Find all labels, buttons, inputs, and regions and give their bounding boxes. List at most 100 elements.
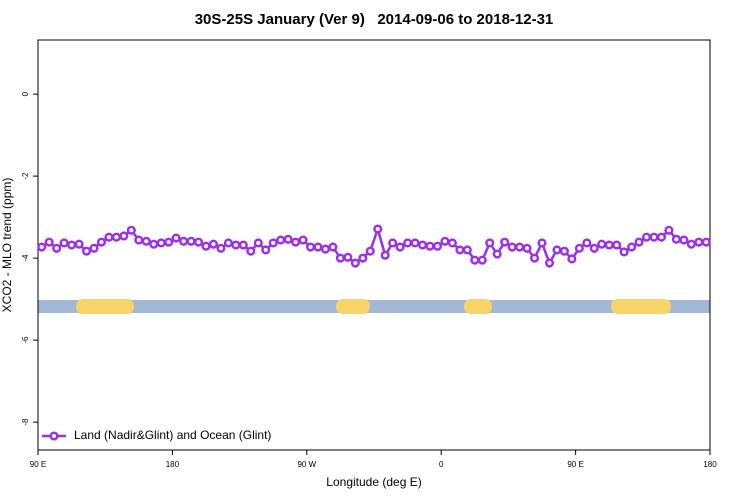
data-point [164,237,174,247]
data-point [208,239,219,249]
data-point [529,253,540,263]
data-point [37,242,47,252]
data-point [320,244,331,254]
legend-label: Land (Nadir&Glint) and Ocean (Glint) [74,428,271,442]
data-point [403,238,413,248]
data-point [365,246,375,256]
data-point [358,253,368,263]
legend: Land (Nadir&Glint) and Ocean (Glint) [42,428,271,442]
data-point [462,245,472,255]
data-point [664,225,674,235]
data-point [701,237,711,247]
data-point [507,242,517,252]
data-point [201,241,211,251]
data-point [649,232,659,242]
data-point [500,237,510,247]
land-segment [464,299,492,314]
data-point [305,242,316,252]
chart-title: 30S-25S January (Ver 9) 2014-09-06 to 20… [195,11,554,28]
x-axis-label: Longitude (deg E) [326,475,421,489]
data-point [231,240,241,250]
y-tick-label: -8 [21,418,30,426]
data-point [589,243,599,253]
data-point [223,238,233,248]
data-point [238,240,248,250]
data-point [619,247,629,257]
data-point [335,253,345,263]
data-point [627,242,637,252]
data-point [522,243,532,253]
data-point [559,246,569,256]
data-point [634,237,644,247]
data-point [515,242,525,252]
y-axis-label: XCO2 - MLO trend (ppm) [0,178,14,313]
data-point [52,243,62,253]
data-point [253,238,263,248]
data-point [193,237,204,247]
data-point [470,255,480,265]
data-point [432,241,443,251]
data-point [313,242,323,252]
data-point [149,239,159,249]
y-tick-label: -4 [21,254,30,262]
data-point [111,232,121,242]
data-point [537,238,547,248]
data-point [216,243,226,253]
data-point [104,232,114,242]
land-segment [336,299,370,314]
land-segment [611,299,671,314]
x-tick-label: 180 [703,460,717,469]
x-tick-label: 90 W [297,460,316,469]
data-point [373,224,383,234]
ocean-band [38,300,710,313]
y-tick-label: 0 [21,91,30,96]
data-point [350,258,360,268]
data-point [141,236,151,246]
data-point [89,243,99,253]
data-point [477,255,487,265]
data-point [410,238,420,248]
surface-band [38,299,710,314]
data-point [388,238,398,248]
data-point [67,240,77,250]
data-point [126,225,136,235]
data-point [283,234,293,244]
data-point [694,237,704,247]
data-point [246,246,256,256]
y-tick-label: -6 [21,336,30,344]
data-point [171,233,181,243]
data-point [567,254,577,264]
data-point [656,232,667,242]
data-point [74,239,84,249]
data-point [291,237,301,247]
data-point [186,236,196,246]
legend-swatch-marker [49,431,59,441]
data-point [455,245,465,255]
data-point [134,235,144,245]
data-point [447,238,457,248]
x-tick-label: 0 [439,460,444,469]
data-point [425,241,435,251]
data-point [582,238,592,248]
data-point [485,238,495,248]
data-point [44,237,54,247]
data-point [380,250,390,260]
data-point [544,258,555,268]
data-point [552,245,562,255]
data-point [268,238,278,248]
data-point [574,243,584,253]
x-tick-label: 90 E [30,460,46,469]
data-point [671,234,681,244]
data-point [59,238,69,248]
data-point [276,235,286,245]
data-point [597,239,607,249]
data-point [96,237,107,247]
data-point [679,235,689,245]
data-point [395,242,405,252]
data-point [612,240,622,250]
y-tick-label: -2 [21,172,30,180]
data-point [641,232,652,242]
data-point [119,231,129,241]
data-point [328,242,338,252]
